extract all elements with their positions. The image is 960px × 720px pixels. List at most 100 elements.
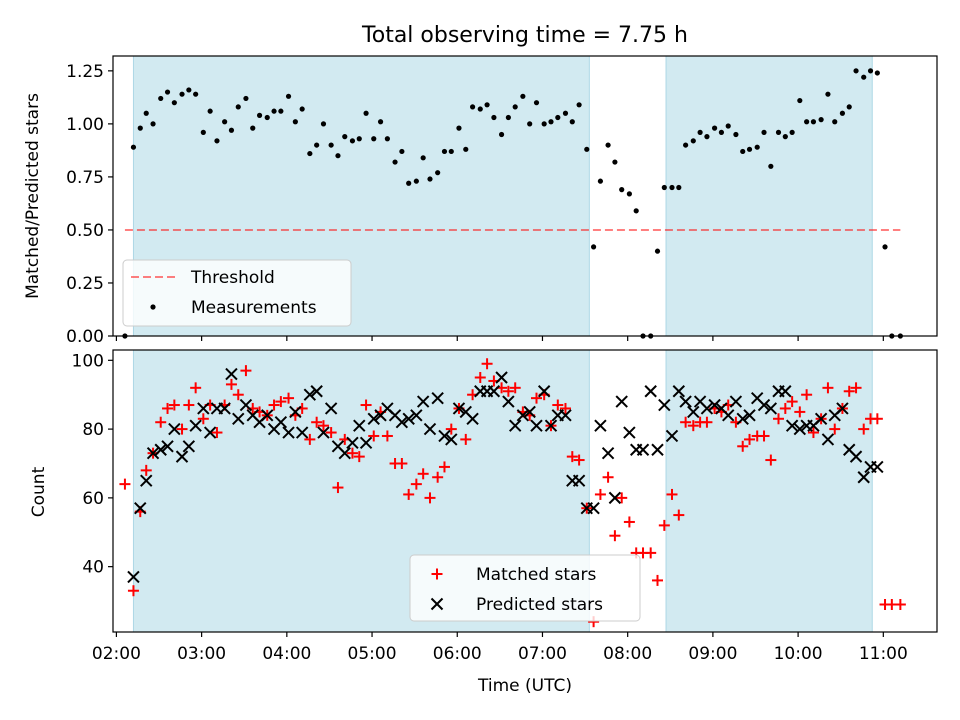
predicted-star-point <box>175 450 189 463</box>
x-tick-label: 03:00 <box>177 644 226 664</box>
matched-star-point <box>183 399 195 411</box>
matched-star-point <box>894 598 906 610</box>
measurement-point <box>413 178 419 184</box>
measurement-point <box>704 134 710 140</box>
matched-star-point <box>417 468 429 480</box>
predicted-star-point <box>687 405 700 419</box>
measurement-point <box>839 110 846 116</box>
predicted-star-point <box>225 367 238 381</box>
matched-star-point <box>311 416 323 428</box>
x-b <box>282 426 295 439</box>
x-b <box>381 402 394 415</box>
x-b <box>367 412 380 425</box>
matched-star-point <box>779 402 791 414</box>
matched-star-point <box>190 382 202 394</box>
predicted-star-point <box>608 491 622 505</box>
predicted-star-point <box>402 412 415 425</box>
matched-star-point <box>602 471 614 483</box>
x-b <box>310 385 323 398</box>
matched-star-point <box>652 574 664 586</box>
matched-star-point <box>502 385 514 397</box>
measurement-point <box>150 121 156 127</box>
predicted-star-point <box>353 419 366 432</box>
matched-star-point <box>829 423 841 435</box>
predicted-star-point <box>836 402 849 415</box>
matched-star-point <box>871 413 883 425</box>
predicted-star-point <box>146 446 160 460</box>
x-b <box>821 433 835 446</box>
measurement-point <box>626 191 632 197</box>
predicted-star-point <box>452 402 466 415</box>
x-b <box>665 429 679 443</box>
legend-bottom: Matched stars Predicted stars <box>409 554 641 622</box>
matched-star-point <box>645 547 657 559</box>
x-b <box>232 412 245 425</box>
measurement-point <box>505 114 511 121</box>
matched-star-point <box>445 423 457 435</box>
predicted-star-point <box>814 412 828 425</box>
measurement-point <box>264 114 270 121</box>
predicted-star-point <box>736 412 749 425</box>
x-b <box>317 426 330 439</box>
predicted-star-point <box>189 419 202 432</box>
matched-star-point <box>424 492 436 504</box>
y-tick-label: 1.00 <box>66 115 104 135</box>
x-b <box>239 398 253 412</box>
chart-title: Total observing time = 7.75 h <box>361 23 688 48</box>
matched-star-point <box>162 402 174 414</box>
x-b <box>203 426 217 439</box>
x-b <box>544 419 558 432</box>
matched-star-point <box>275 396 287 408</box>
x-b <box>459 405 472 419</box>
x-tick-label: 05:00 <box>348 644 397 664</box>
matched-star-point <box>317 420 329 432</box>
predicted-star-point <box>310 385 323 398</box>
measurement-point <box>605 142 611 148</box>
measurement-point <box>143 110 149 116</box>
measurement-point <box>207 108 213 114</box>
predicted-star-point <box>317 426 330 439</box>
x-b <box>523 405 536 419</box>
x-b <box>495 371 508 384</box>
matched-star-point <box>460 433 472 445</box>
x-b <box>261 409 274 422</box>
x-b <box>140 474 153 487</box>
x-b <box>785 419 799 432</box>
matched-star-point <box>332 482 344 494</box>
measurement-point <box>130 144 137 150</box>
measurement-point <box>541 121 547 127</box>
legend-predicted-swatch-b <box>430 597 444 611</box>
matched-star-point <box>552 399 564 411</box>
y-tick-label: 100 <box>72 351 104 371</box>
matched-star-point <box>168 399 180 411</box>
matched-star-point <box>666 488 678 500</box>
x-b <box>295 426 309 439</box>
measurement-point <box>810 119 817 125</box>
measurement-point <box>427 176 433 182</box>
predicted-star-point <box>708 398 721 412</box>
measurement-point <box>612 159 618 165</box>
y-tick-label: 60 <box>82 489 104 509</box>
measurement-point <box>448 148 454 155</box>
matched-star-point <box>396 457 408 469</box>
y-tick-label: 0.00 <box>66 327 104 347</box>
x-b <box>168 422 181 436</box>
predicted-star-point <box>140 474 153 487</box>
predicted-star-point <box>615 395 628 408</box>
x-tick-label: 10:00 <box>774 644 823 664</box>
matched-star-point <box>559 402 571 414</box>
predicted-star-point <box>445 433 458 446</box>
x-b <box>487 385 501 398</box>
ratio-panel: 0.00 0.25 0.50 0.75 1.00 1.25 Threshold Measure… <box>66 55 938 347</box>
x-b <box>793 422 807 436</box>
matched-star-point <box>410 478 422 490</box>
x-b <box>416 395 430 408</box>
matched-star-point <box>566 451 578 463</box>
predicted-star-point <box>338 446 351 460</box>
measurement-point <box>158 95 164 102</box>
matched-star-point <box>346 447 358 459</box>
matched-star-point <box>403 488 415 500</box>
measurement-point <box>590 244 597 250</box>
measurement-point <box>307 150 313 157</box>
measurement-point <box>874 70 880 76</box>
